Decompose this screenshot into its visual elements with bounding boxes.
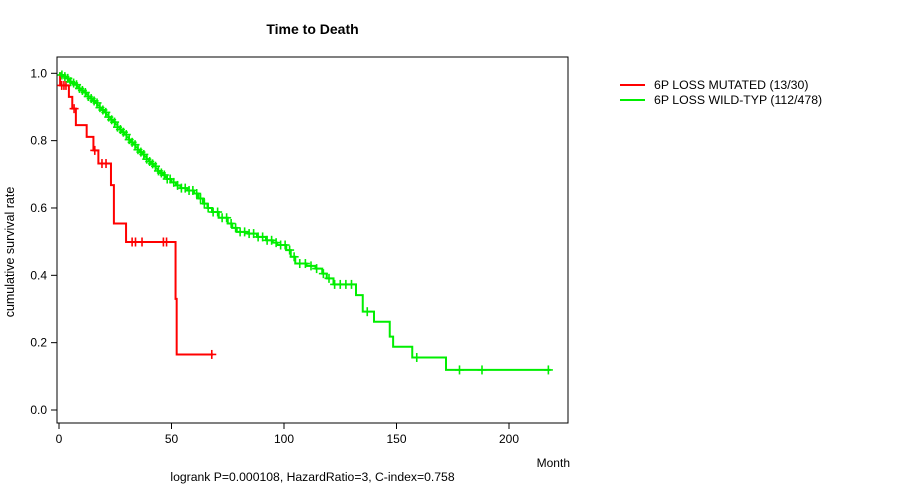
legend-line-green-icon: [620, 98, 645, 101]
y-tick-label: 1.0: [30, 66, 47, 80]
x-tick-label: 200: [499, 432, 519, 446]
y-tick-label: 0.2: [30, 336, 47, 350]
y-tick-label: 0.6: [30, 201, 47, 215]
stats-caption: logrank P=0.000108, HazardRatio=3, C-ind…: [170, 470, 455, 484]
y-tick-label: 0.8: [30, 134, 47, 148]
x-tick-label: 150: [386, 432, 406, 446]
x-tick-label: 100: [274, 432, 294, 446]
legend-line-red-icon: [620, 83, 645, 86]
x-axis-unit-label: Month: [536, 456, 570, 470]
x-tick-label: 0: [56, 432, 63, 446]
legend-item-wildtype: 6P LOSS WILD-TYP (112/478): [620, 92, 822, 107]
x-tick-label: 50: [165, 432, 179, 446]
chart-title: Time to Death: [266, 21, 359, 37]
y-tick-label: 0.4: [30, 268, 47, 282]
km-curve-1: [59, 72, 551, 371]
y-tick-label: 0.0: [30, 403, 47, 417]
plot-border: [56, 56, 569, 424]
legend-label-wildtype: 6P LOSS WILD-TYP (112/478): [654, 92, 823, 107]
legend-label-mutated: 6P LOSS MUTATED (13/30): [654, 77, 809, 92]
km-curve-0: [59, 72, 214, 356]
legend-item-mutated: 6P LOSS MUTATED (13/30): [620, 77, 822, 92]
legend: 6P LOSS MUTATED (13/30) 6P LOSS WILD-TYP…: [620, 77, 822, 107]
